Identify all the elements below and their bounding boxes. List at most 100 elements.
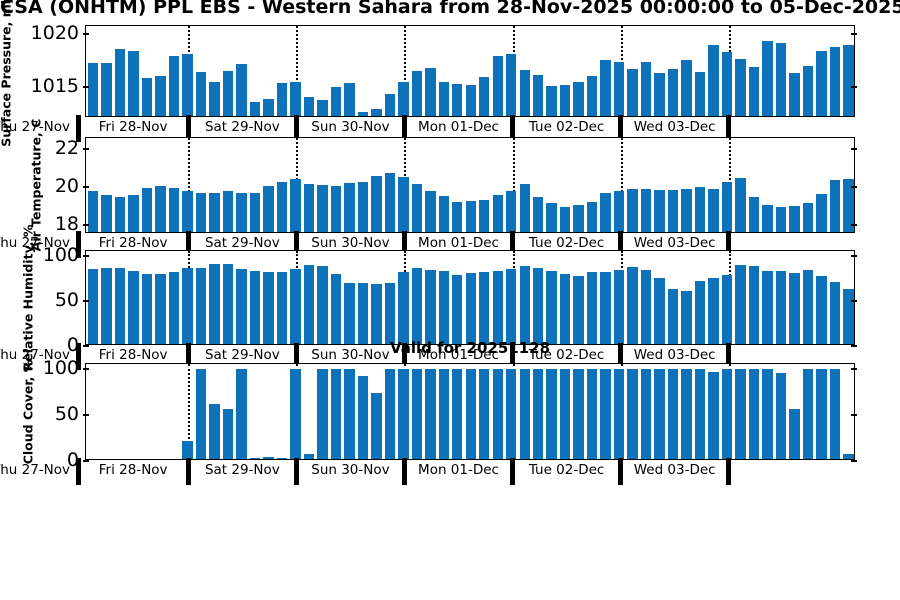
day-label: Fri 28-Nov xyxy=(98,462,168,478)
y-tick-label: 1020 xyxy=(30,22,79,45)
bar xyxy=(843,289,854,344)
day-tick xyxy=(510,458,516,485)
valid-for-watermark: Valid for 20251128 xyxy=(389,339,551,357)
day-tick xyxy=(75,343,81,370)
bar xyxy=(586,272,598,344)
bar xyxy=(479,272,490,344)
bar xyxy=(182,440,193,459)
day-label: Wed 03-Dec xyxy=(633,235,716,251)
day-tick xyxy=(510,343,516,370)
bar xyxy=(681,59,692,116)
day-gridline xyxy=(296,26,299,116)
bar xyxy=(114,48,126,116)
bar xyxy=(816,194,827,232)
y-tick-mark xyxy=(83,460,89,462)
bar xyxy=(438,196,449,232)
surface-pressure-subplot xyxy=(83,25,857,117)
bar xyxy=(546,270,557,344)
bar xyxy=(667,289,679,344)
bar xyxy=(141,187,153,232)
y-tick-mark xyxy=(83,367,89,370)
bar xyxy=(384,282,396,344)
bar xyxy=(276,83,288,116)
bar xyxy=(816,50,827,116)
bar xyxy=(613,190,625,232)
bar xyxy=(573,368,584,459)
bar xyxy=(708,278,719,344)
bar xyxy=(519,368,530,459)
bar xyxy=(411,184,423,232)
bar xyxy=(600,272,611,344)
day-label: Wed 03-Dec xyxy=(633,119,716,135)
bar xyxy=(330,87,342,116)
bar xyxy=(155,185,166,232)
bar xyxy=(371,283,382,344)
bar xyxy=(452,84,463,116)
y-tick-mark xyxy=(851,413,857,416)
bar xyxy=(829,282,841,344)
air-temperature-bars xyxy=(86,138,854,232)
day-label: Tue 02-Dec xyxy=(528,119,605,135)
bar xyxy=(438,368,449,459)
y-tick-mark xyxy=(83,254,89,257)
day-tick xyxy=(618,231,624,258)
day-tick xyxy=(293,458,299,485)
bar xyxy=(694,368,706,459)
bar xyxy=(532,75,544,116)
bar xyxy=(317,185,328,232)
day-tick xyxy=(510,115,516,142)
bar xyxy=(101,267,112,344)
bar xyxy=(573,275,584,344)
bar xyxy=(721,274,733,344)
bar xyxy=(735,368,746,459)
day-tick xyxy=(618,343,624,370)
bar xyxy=(141,274,153,344)
day-label: Sat 29-Nov xyxy=(204,235,280,251)
bar xyxy=(532,196,544,232)
bar xyxy=(694,186,706,232)
bar xyxy=(532,267,544,344)
bar xyxy=(519,266,530,344)
day-tick xyxy=(401,458,407,485)
bar xyxy=(506,268,517,344)
day-label: Sun 30-Nov xyxy=(311,347,390,363)
bar xyxy=(721,51,733,116)
bar xyxy=(357,375,369,459)
bar xyxy=(762,368,773,459)
bar xyxy=(506,191,517,232)
day-label: Tue 02-Dec xyxy=(528,235,605,251)
chart-title: CSA (ONHTM) PPL EBS - Western Sahara fro… xyxy=(0,0,900,18)
bar xyxy=(479,368,490,459)
bar xyxy=(492,271,503,344)
y-tick-label: 50 xyxy=(54,402,79,425)
bar xyxy=(357,282,369,344)
y-tick-mark xyxy=(851,223,857,226)
bar xyxy=(101,62,112,116)
bar xyxy=(559,207,571,232)
bar xyxy=(88,62,99,116)
bar xyxy=(249,271,261,344)
y-tick-mark xyxy=(851,148,857,151)
day-label: Thu 27-Nov xyxy=(0,462,71,478)
bar xyxy=(586,368,598,459)
bar xyxy=(829,368,841,459)
day-label: Sat 29-Nov xyxy=(204,462,280,478)
bar xyxy=(452,368,463,459)
bar xyxy=(249,193,261,232)
bar xyxy=(627,188,638,232)
bar xyxy=(330,185,342,232)
bar xyxy=(182,267,193,344)
day-tick xyxy=(726,115,732,142)
bar xyxy=(155,274,166,344)
day-label: Sat 29-Nov xyxy=(204,119,280,135)
bar xyxy=(222,264,234,344)
bar xyxy=(209,264,220,344)
bar xyxy=(303,265,315,344)
bar xyxy=(600,193,611,232)
day-gridline xyxy=(188,138,191,232)
day-tick xyxy=(185,231,191,258)
bar xyxy=(168,187,180,232)
bar xyxy=(816,368,827,459)
bar xyxy=(775,43,787,116)
day-tick xyxy=(726,343,732,370)
